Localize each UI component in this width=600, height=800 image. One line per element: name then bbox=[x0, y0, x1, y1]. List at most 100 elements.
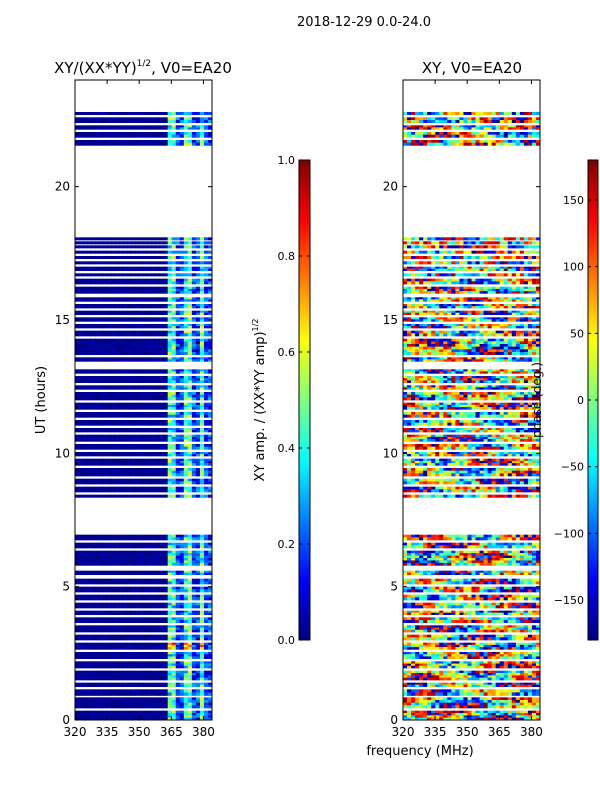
amplitude-cell bbox=[143, 460, 148, 464]
amplitude-cell bbox=[91, 675, 96, 679]
amplitude-cell bbox=[123, 245, 128, 249]
amplitude-cell bbox=[123, 644, 128, 648]
amplitude-cell bbox=[179, 261, 185, 265]
amplitude-cell bbox=[115, 545, 120, 549]
amplitude-cell bbox=[95, 286, 100, 290]
amplitude-cell bbox=[87, 665, 92, 669]
amplitude-cell bbox=[203, 273, 209, 277]
amplitude-cell bbox=[183, 142, 189, 146]
phase-cell bbox=[443, 710, 448, 714]
amplitude-cell bbox=[187, 346, 193, 350]
amplitude-cell bbox=[111, 380, 116, 384]
amplitude-cell bbox=[171, 647, 177, 650]
amplitude-cell bbox=[107, 330, 112, 334]
amplitude-cell bbox=[111, 463, 116, 466]
amplitude-cell bbox=[95, 288, 100, 292]
amplitude-cell bbox=[103, 670, 108, 674]
amplitude-cell bbox=[191, 237, 197, 241]
amplitude-cell bbox=[155, 444, 161, 448]
amplitude-cell bbox=[179, 397, 185, 401]
amplitude-cell bbox=[111, 468, 116, 472]
amplitude-cell bbox=[119, 268, 124, 272]
amplitude-cell bbox=[207, 312, 213, 316]
amplitude-cell bbox=[107, 112, 112, 116]
amplitude-cell bbox=[143, 268, 148, 272]
amplitude-cell bbox=[179, 562, 185, 566]
amplitude-cell bbox=[207, 537, 213, 541]
amplitude-cell bbox=[175, 589, 181, 593]
phase-cell bbox=[415, 705, 420, 709]
amplitude-cell bbox=[179, 237, 185, 241]
amplitude-cell bbox=[115, 436, 120, 440]
phase-cell bbox=[455, 710, 460, 714]
amplitude-cell bbox=[83, 705, 88, 709]
amplitude-cell bbox=[139, 689, 144, 693]
amplitude-cell bbox=[191, 132, 197, 136]
amplitude-cell bbox=[159, 414, 165, 418]
amplitude-cell bbox=[83, 620, 88, 624]
amplitude-cell bbox=[131, 407, 136, 410]
amplitude-cell bbox=[151, 446, 156, 450]
amplitude-cell bbox=[83, 481, 88, 485]
amplitude-cell bbox=[171, 446, 177, 450]
amplitude-cell bbox=[191, 675, 197, 679]
amplitude-cell bbox=[87, 494, 92, 498]
amplitude-cell bbox=[111, 663, 116, 667]
amplitude-cell bbox=[199, 392, 205, 396]
amplitude-cell bbox=[187, 312, 193, 316]
amplitude-cell bbox=[199, 341, 205, 345]
amplitude-cell bbox=[203, 460, 209, 464]
amplitude-cell bbox=[151, 710, 156, 714]
amplitude-cell bbox=[171, 700, 177, 704]
amplitude-cell bbox=[119, 245, 124, 249]
amplitude-cell bbox=[159, 589, 165, 593]
amplitude-cell bbox=[175, 407, 181, 410]
amplitude-cell bbox=[79, 414, 84, 418]
amplitude-cell bbox=[163, 371, 169, 374]
amplitude-cell bbox=[79, 627, 84, 631]
amplitude-cell bbox=[103, 256, 108, 260]
amplitude-cell bbox=[167, 717, 173, 721]
amplitude-cell bbox=[195, 692, 201, 696]
phase-cell bbox=[471, 682, 476, 686]
amplitude-cell bbox=[199, 644, 205, 648]
amplitude-cell bbox=[203, 537, 209, 541]
amplitude-cell bbox=[175, 404, 181, 408]
amplitude-cell bbox=[139, 112, 144, 116]
amplitude-cell bbox=[131, 458, 136, 462]
amplitude-cell bbox=[119, 412, 124, 416]
amplitude-cell bbox=[207, 610, 213, 614]
amplitude-cell bbox=[99, 452, 104, 455]
amplitude-cell bbox=[207, 439, 213, 442]
amplitude-cell bbox=[163, 578, 169, 582]
amplitude-cell bbox=[179, 392, 185, 396]
amplitude-cell bbox=[135, 112, 140, 116]
amplitude-cell bbox=[139, 458, 144, 462]
amplitude-cell bbox=[195, 341, 201, 345]
amplitude-cell bbox=[147, 237, 152, 241]
amplitude-cell bbox=[187, 376, 193, 379]
amplitude-cell bbox=[107, 537, 112, 541]
amplitude-cell bbox=[115, 677, 120, 681]
amplitude-cell bbox=[83, 261, 88, 265]
amplitude-cell bbox=[159, 710, 165, 714]
amplitude-cell bbox=[119, 675, 124, 679]
amplitude-cell bbox=[203, 692, 209, 696]
amplitude-cell bbox=[179, 266, 185, 270]
phase-cell bbox=[479, 705, 484, 709]
amplitude-cell bbox=[143, 273, 148, 277]
amplitude-cell bbox=[79, 452, 84, 455]
amplitude-cell bbox=[91, 319, 96, 322]
amplitude-cell bbox=[191, 306, 197, 309]
amplitude-cell bbox=[159, 330, 165, 334]
amplitude-cell bbox=[111, 245, 116, 249]
amplitude-cell bbox=[131, 333, 136, 337]
amplitude-cell bbox=[147, 344, 152, 348]
amplitude-cell bbox=[79, 710, 84, 714]
phase-cell bbox=[403, 682, 408, 686]
amplitude-cell bbox=[175, 625, 181, 628]
amplitude-cell bbox=[147, 376, 152, 379]
amplitude-cell bbox=[191, 586, 197, 590]
amplitude-cell bbox=[135, 407, 140, 410]
amplitude-cell bbox=[79, 241, 84, 245]
